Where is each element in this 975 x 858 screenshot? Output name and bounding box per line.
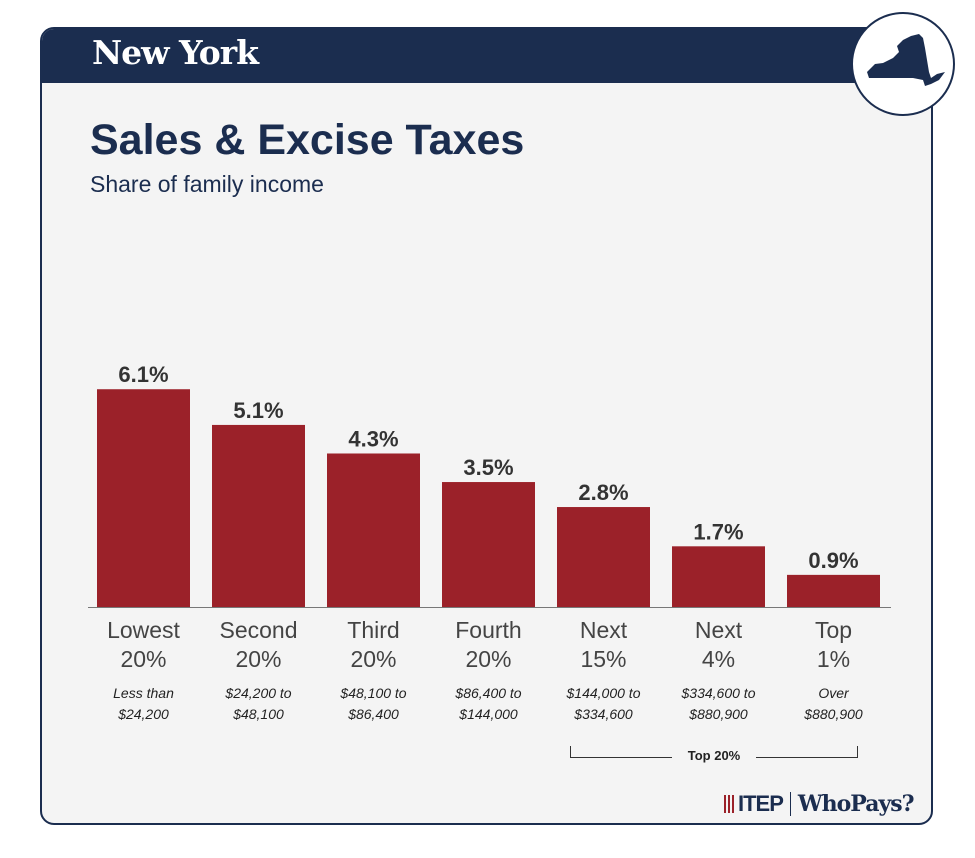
income-range-1: $24,200 to $48,100 [199, 683, 319, 725]
value-label-2: 4.3% [348, 426, 398, 451]
value-label-1: 5.1% [233, 398, 283, 423]
category-label-6: Top 1% [779, 616, 889, 674]
logo-divider [789, 792, 791, 816]
itep-logo-text: ITEP [738, 791, 784, 816]
category-label-line: 4% [701, 646, 736, 672]
income-range-line: $86,400 [348, 706, 399, 722]
income-range-line: $24,200 to [225, 685, 292, 701]
category-label-4: Next 15% [549, 616, 659, 674]
category-label-line: 20% [350, 646, 397, 672]
bar-0 [97, 389, 190, 607]
income-range-line: $334,600 [574, 706, 633, 722]
category-label-line: Next [579, 617, 628, 643]
income-range-line: $880,900 [804, 706, 863, 722]
category-label-0: Lowest 20% [89, 616, 199, 674]
bar-4 [557, 507, 650, 607]
category-label-line: Second [219, 617, 298, 643]
category-label-line: Next [694, 617, 743, 643]
new-york-map-icon [867, 34, 945, 86]
income-range-line: $334,600 to [681, 685, 756, 701]
top-20-label: Top 20% [672, 748, 756, 763]
value-label-0: 6.1% [118, 362, 168, 387]
chart-subtitle: Share of family income [90, 171, 324, 197]
income-range-3: $86,400 to $144,000 [429, 683, 549, 725]
income-range-line: $144,000 [459, 706, 518, 722]
category-label-1: Second 20% [204, 616, 314, 674]
income-range-5: $334,600 to $880,900 [659, 683, 779, 725]
bar-1 [212, 424, 305, 607]
category-label-line: Top [814, 617, 853, 643]
itep-whopays-logo: ITEP WhoPays? [724, 790, 915, 818]
category-label-line: 20% [235, 646, 282, 672]
bar-3 [442, 482, 535, 607]
bar-6 [787, 574, 880, 607]
bar-2 [327, 453, 420, 607]
income-range-6: Over $880,900 [774, 683, 894, 725]
value-label-4: 2.8% [578, 480, 628, 505]
whopays-logo-text: WhoPays? [797, 791, 915, 817]
category-label-line: 20% [465, 646, 512, 672]
income-range-line: $48,100 to [340, 685, 407, 701]
income-range-line: $86,400 to [455, 685, 522, 701]
income-range-line: $880,900 [689, 706, 748, 722]
category-label-line: Third [347, 617, 400, 643]
category-label-5: Next 4% [664, 616, 774, 674]
category-label-line: 20% [120, 646, 167, 672]
value-label-6: 0.9% [808, 548, 858, 573]
income-range-line: $24,200 [118, 706, 169, 722]
state-name: New York [92, 33, 259, 72]
category-label-3: Fourth 20% [434, 616, 544, 674]
chart-title: Sales & Excise Taxes [90, 116, 525, 164]
bar-5 [672, 546, 765, 607]
value-label-5: 1.7% [693, 519, 743, 544]
income-range-line: $144,000 to [566, 685, 641, 701]
state-map-badge [851, 12, 955, 116]
itep-bars-icon [724, 795, 736, 813]
income-range-line: Less than [113, 685, 174, 701]
income-range-2: $48,100 to $86,400 [314, 683, 434, 725]
category-label-line: 1% [816, 646, 851, 672]
category-label-line: Lowest [107, 617, 180, 643]
income-range-line: $48,100 [233, 706, 284, 722]
value-label-3: 3.5% [463, 455, 513, 480]
income-range-0: Less than $24,200 [84, 683, 204, 725]
category-label-2: Third 20% [319, 616, 429, 674]
income-range-line: Over [818, 685, 849, 701]
category-label-line: 15% [580, 646, 627, 672]
category-label-line: Fourth [455, 617, 522, 643]
income-range-4: $144,000 to $334,600 [544, 683, 664, 725]
header-bar: New York [42, 29, 931, 83]
